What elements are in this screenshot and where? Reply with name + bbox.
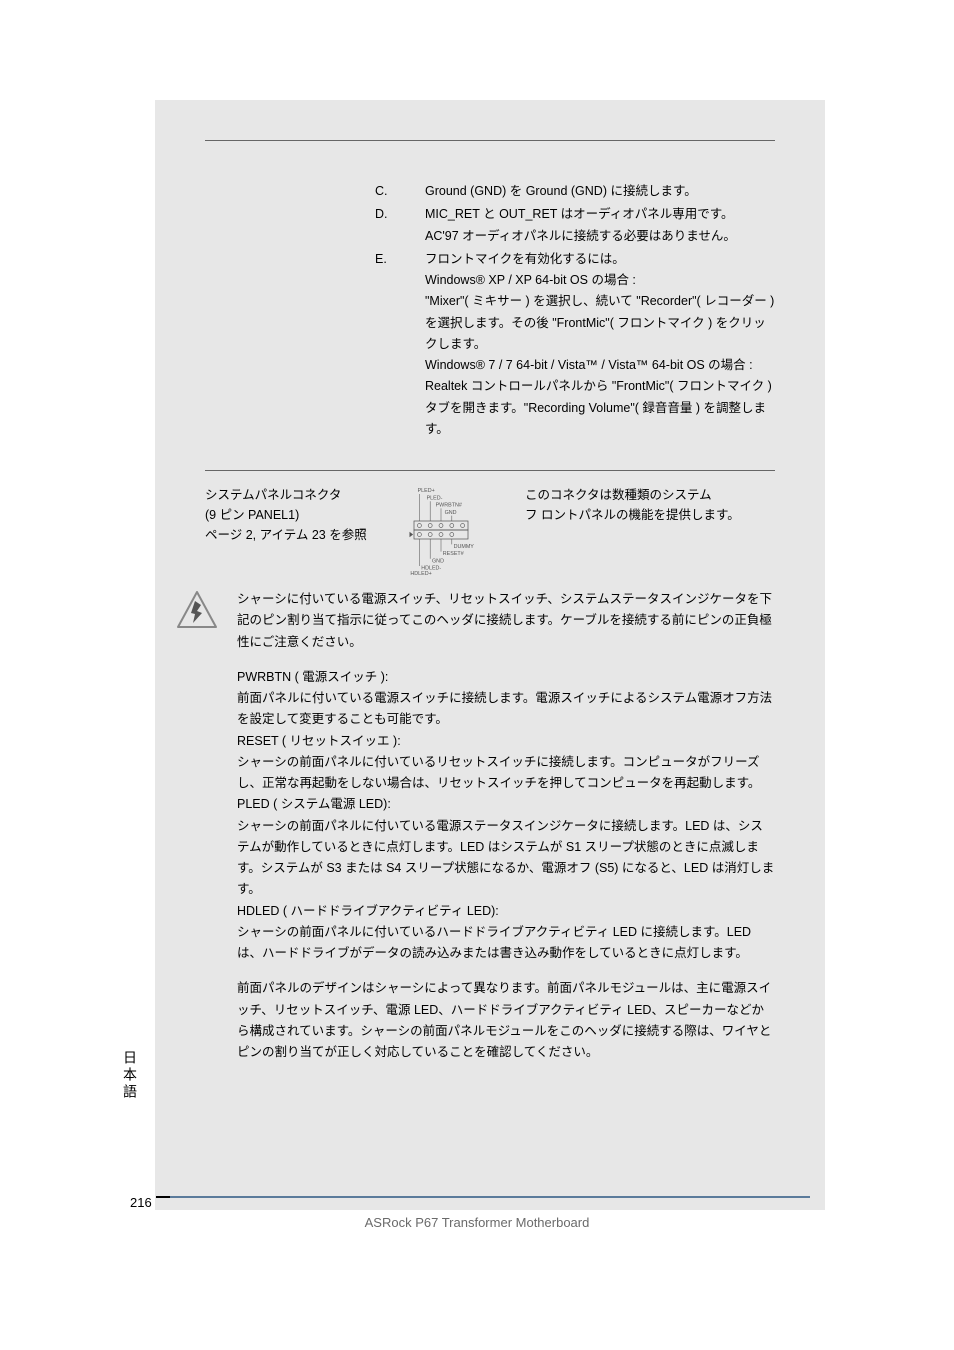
- diagram-bottom-labels: DUMMY RESET# GND HDLED- HDLED+: [410, 544, 474, 575]
- warning-para-1: シャーシに付いている電源スイッチ、リセットスイッチ、システムステータスインジケー…: [237, 589, 775, 653]
- reset-body: シャーシの前面パネルに付いているリセットスイッチに接続します。コンピュータがフリ…: [237, 752, 775, 795]
- connector-title: システムパネルコネクタ: [205, 485, 375, 505]
- hdled-body: シャーシの前面パネルに付いているハードドライブアクティビティ LED に接続しま…: [237, 922, 775, 965]
- warning-icon: [175, 589, 219, 633]
- mid-rule: [205, 470, 775, 471]
- step-line: AC'97 オーディオパネルに接続する必要はありません。: [425, 226, 775, 247]
- footer-rule: [170, 1196, 810, 1198]
- diagram-top-labels: PLED+ PLED- PWRBTN# GND: [418, 488, 462, 516]
- connector-diagram-col: PLED+ PLED- PWRBTN# GND: [375, 485, 525, 575]
- step-line: Windows® XP / XP 64-bit OS の場合 :: [425, 270, 775, 291]
- pled-heading: PLED ( システム電源 LED):: [237, 794, 775, 815]
- step-line: フロントマイクを有効化するには。: [425, 249, 775, 270]
- step-line: MIC_RET と OUT_RET はオーディオパネル専用です。: [425, 204, 775, 225]
- pin-header: [410, 521, 469, 539]
- warning-body: シャーシに付いている電源スイッチ、リセットスイッチ、システムステータスインジケー…: [237, 589, 775, 1063]
- language-tab: 日本語: [120, 1050, 140, 1101]
- step-letter: C.: [375, 181, 425, 202]
- step-text: Ground (GND) を Ground (GND) に接続します。: [425, 181, 775, 202]
- label-gnd2: GND: [432, 558, 444, 564]
- connector-pins: (9 ピン PANEL1): [205, 505, 375, 525]
- step-line: "Mixer"( ミキサー ) を選択し、続いて "Recorder"( レコー…: [425, 291, 775, 355]
- pin-diagram: PLED+ PLED- PWRBTN# GND: [405, 485, 495, 575]
- pwrbtn-heading: PWRBTN ( 電源スイッチ ):: [237, 667, 775, 688]
- top-rule: [205, 140, 775, 141]
- steps-section: C. Ground (GND) を Ground (GND) に接続します。 D…: [375, 181, 775, 440]
- connector-desc-col: このコネクタは数種類のシステム フ ロントパネルの機能を提供します。: [525, 485, 775, 575]
- warning-row: シャーシに付いている電源スイッチ、リセットスイッチ、システムステータスインジケー…: [205, 589, 775, 1063]
- step-d: D. MIC_RET と OUT_RET はオーディオパネル専用です。 AC'9…: [375, 204, 775, 247]
- label-pledp: PLED+: [418, 488, 435, 494]
- step-line: Windows® 7 / 7 64-bit / Vista™ / Vista™ …: [425, 355, 775, 376]
- step-line: Realtek コントロールパネルから "FrontMic"( フロントマイク …: [425, 376, 775, 440]
- label-gnd: GND: [445, 510, 457, 516]
- label-dummy: DUMMY: [454, 544, 475, 550]
- footer-title: ASRock P67 Transformer Motherboard: [0, 1215, 954, 1230]
- label-pwrbtn: PWRBTN#: [436, 503, 462, 509]
- step-letter: D.: [375, 204, 425, 247]
- reset-heading: RESET ( リセットスイッエ ):: [237, 731, 775, 752]
- step-c: C. Ground (GND) を Ground (GND) に接続します。: [375, 181, 775, 202]
- warning-para-last: 前面パネルのデザインはシャーシによって異なります。前面パネルモジュールは、主に電…: [237, 978, 775, 1063]
- document-page: C. Ground (GND) を Ground (GND) に接続します。 D…: [155, 100, 825, 1210]
- label-hdledp: HDLED+: [410, 571, 431, 575]
- step-body: フロントマイクを有効化するには。 Windows® XP / XP 64-bit…: [425, 249, 775, 440]
- connector-desc-line: このコネクタは数種類のシステム: [525, 485, 775, 505]
- connector-ref: ページ 2, アイテム 23 を参照: [205, 525, 375, 545]
- pwrbtn-body: 前面パネルに付いている電源スイッチに接続します。電源スイッチによるシステム電源オ…: [237, 688, 775, 731]
- step-letter: E.: [375, 249, 425, 440]
- label-reset: RESET#: [443, 551, 464, 557]
- label-pledm: PLED-: [427, 495, 443, 501]
- connector-desc-line: フ ロントパネルの機能を提供します。: [525, 505, 775, 525]
- connector-row: システムパネルコネクタ (9 ピン PANEL1) ページ 2, アイテム 23…: [205, 485, 775, 575]
- pled-body: シャーシの前面パネルに付いている電源ステータスインジケータに接続します。LED …: [237, 816, 775, 901]
- step-e: E. フロントマイクを有効化するには。 Windows® XP / XP 64-…: [375, 249, 775, 440]
- connector-label-col: システムパネルコネクタ (9 ピン PANEL1) ページ 2, アイテム 23…: [205, 485, 375, 575]
- step-body: MIC_RET と OUT_RET はオーディオパネル専用です。 AC'97 オ…: [425, 204, 775, 247]
- page-number: 216: [130, 1195, 152, 1210]
- hdled-heading: HDLED ( ハードドライブアクティビティ LED):: [237, 901, 775, 922]
